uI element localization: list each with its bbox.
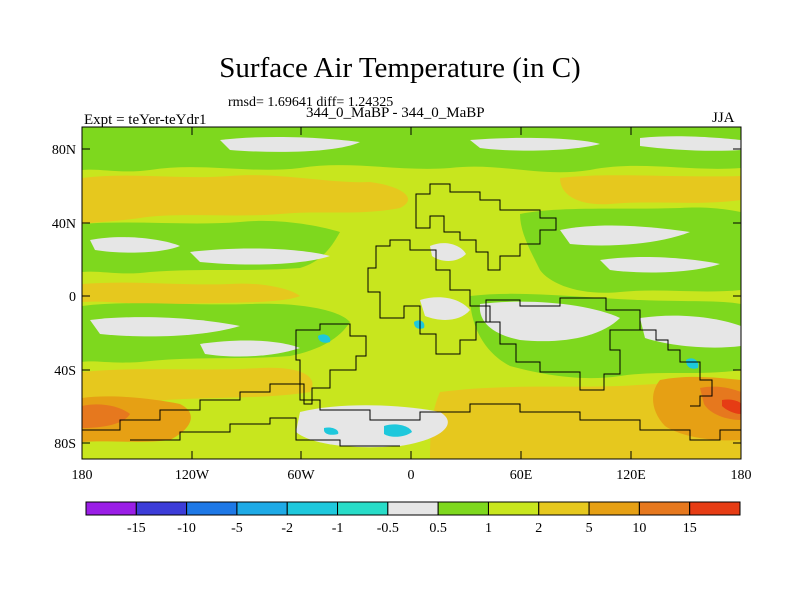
contour-white-pacific-s-2 bbox=[200, 340, 300, 357]
contour-orange-eq bbox=[82, 282, 300, 305]
colorbar-label: -0.5 bbox=[377, 521, 399, 536]
x-tick-label: 60W bbox=[287, 468, 315, 483]
contour-orange-nh-2 bbox=[560, 175, 741, 205]
colorbar-label: 0.5 bbox=[429, 521, 447, 536]
colorbar-swatch bbox=[689, 501, 741, 516]
outline-europe-asia bbox=[415, 183, 557, 271]
colorbar-swatch bbox=[236, 501, 288, 516]
colorbar-label: -1 bbox=[332, 521, 344, 536]
center-label: 344_0_MaBP - 344_0_MaBP bbox=[306, 105, 485, 121]
colorbar-label: 1 bbox=[485, 521, 492, 536]
colorbar-swatch bbox=[437, 501, 489, 516]
contour-white-antarctic bbox=[296, 405, 448, 448]
y-tick-label: 80S bbox=[54, 437, 76, 452]
contour-cyan-antarctic-2 bbox=[324, 427, 339, 435]
colorbar-label: 10 bbox=[632, 521, 646, 536]
contour-white-east bbox=[600, 257, 720, 273]
colorbar-label: 2 bbox=[535, 521, 542, 536]
outline-antarctica bbox=[82, 383, 741, 441]
y-tick-label: 0 bbox=[69, 290, 76, 305]
stats-label: rmsd= 1.69641 diff= 1.24325 bbox=[228, 95, 394, 110]
x-tick-label: 120W bbox=[175, 468, 210, 483]
colorbar-label: -15 bbox=[127, 521, 146, 536]
outline-indo-australia bbox=[485, 297, 641, 391]
contour-cyan-atlantic bbox=[414, 320, 425, 329]
contour-white-pacific-s bbox=[90, 317, 240, 337]
colorbar-swatch bbox=[487, 501, 540, 516]
axis-ticks bbox=[82, 127, 741, 459]
colorbar-swatch bbox=[588, 501, 640, 516]
outline-antarctica-inner bbox=[130, 417, 400, 447]
colorbar-swatch bbox=[638, 501, 691, 516]
colorbar-label: -10 bbox=[177, 521, 196, 536]
colorbar-swatch bbox=[186, 501, 238, 516]
contour-red-w bbox=[82, 404, 130, 428]
contour-cyan-pacific bbox=[318, 334, 331, 343]
contour-white-arctic bbox=[220, 136, 360, 152]
contour-orange-so bbox=[82, 367, 313, 403]
season-label: JJA bbox=[712, 110, 735, 126]
x-tick-label: 180 bbox=[72, 468, 93, 483]
colorbar-label: 5 bbox=[586, 521, 593, 536]
contour-white-arctic-3 bbox=[640, 136, 741, 151]
y-tick-label: 40N bbox=[52, 217, 76, 232]
y-tick-label: 80N bbox=[52, 143, 76, 158]
colorbar-label: -5 bbox=[231, 521, 243, 536]
x-tick-label: 60E bbox=[510, 468, 533, 483]
colorbar: -15 -10 -5 -2 -1 -0.5 0.5 1 2 5 10 15 bbox=[85, 501, 741, 536]
contour-green-tropics-2 bbox=[520, 207, 741, 293]
y-tick-label: 40S bbox=[54, 364, 76, 379]
contour-white-pacific-n bbox=[90, 237, 180, 253]
colorbar-swatch bbox=[538, 501, 590, 516]
colorbar-swatch bbox=[85, 501, 137, 516]
contour-white-arctic-2 bbox=[470, 137, 600, 151]
map-title: Surface Air Temperature (in C) bbox=[219, 52, 581, 84]
contour-orange-nh bbox=[82, 175, 409, 224]
contour-white-indian-n bbox=[560, 225, 690, 246]
x-tick-label: 0 bbox=[408, 468, 415, 483]
colorbar-swatch bbox=[286, 501, 339, 516]
x-tick-label: 180 bbox=[731, 468, 752, 483]
colorbar-label: -2 bbox=[281, 521, 293, 536]
contour-cyan-east bbox=[686, 358, 699, 369]
outline-africa bbox=[367, 239, 491, 355]
colorbar-swatch bbox=[387, 501, 439, 516]
contour-white-africa bbox=[420, 297, 470, 320]
contour-red-core bbox=[722, 399, 741, 414]
colorbar-swatch bbox=[337, 501, 389, 516]
continent-outlines bbox=[82, 183, 741, 447]
contour-white-pacific-n-2 bbox=[190, 248, 330, 265]
colorbar-label: 15 bbox=[683, 521, 697, 536]
contour-white-africa-n bbox=[430, 243, 466, 261]
outline-australia-e bbox=[640, 329, 713, 407]
contour-cyan-antarctic bbox=[384, 424, 412, 437]
contour-white-indian-s bbox=[479, 301, 620, 342]
x-tick-label: 120E bbox=[616, 468, 646, 483]
experiment-label: Expt = teYer-teYdr1 bbox=[84, 112, 207, 128]
temperature-field bbox=[82, 127, 741, 459]
colorbar-swatch bbox=[135, 501, 188, 516]
